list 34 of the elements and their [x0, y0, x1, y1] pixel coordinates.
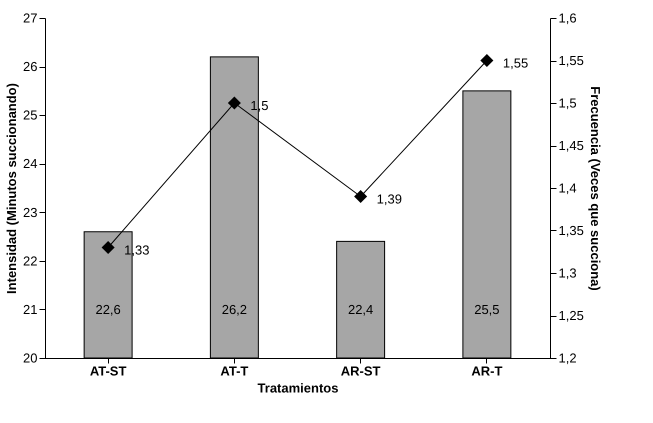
y2-tick-label: 1,4 — [558, 180, 577, 196]
data-label: 25,5 — [474, 302, 500, 317]
x-tick-label: AR-T — [471, 364, 502, 378]
y2-tick-label: 1,55 — [558, 53, 584, 68]
y-tick-label: 24 — [23, 156, 38, 172]
data-label: 1,55 — [502, 56, 528, 70]
y2-tick-label: 1,3 — [558, 266, 577, 280]
x-tick-label: AR-ST — [340, 364, 381, 378]
x-tick-label: AT-T — [220, 364, 248, 378]
data-label: 26,2 — [222, 302, 248, 317]
y-tick-label: 22 — [23, 253, 38, 268]
y2-tick-label: 1,35 — [558, 223, 584, 238]
point — [354, 190, 368, 204]
x-tick-label: AT-ST — [90, 364, 126, 378]
data-label: 22,6 — [95, 302, 121, 317]
point — [102, 240, 115, 254]
y2-tick-label: 1,5 — [558, 96, 577, 110]
y2-tick-label: 1,2 — [558, 350, 577, 366]
y-tick-label: 25 — [23, 108, 38, 123]
y2-tick-label: 1,25 — [558, 308, 584, 323]
point — [228, 96, 241, 110]
y-tick-label: 20 — [23, 350, 38, 366]
data-label: 1,39 — [376, 192, 402, 206]
y-tick-label: 21 — [23, 302, 38, 317]
y-tick-label: 26 — [23, 59, 38, 74]
y-tick-label: 23 — [23, 204, 38, 220]
y-tick-label: 27 — [23, 10, 38, 26]
y2-tick-label: 1,45 — [558, 138, 584, 153]
data-label: 22,4 — [348, 302, 374, 317]
point — [480, 54, 494, 68]
y2-axis-title: Frecuencia (Veces que succiona) — [588, 86, 603, 291]
y-axis-title: Intensidad (Minutos succionando) — [4, 83, 20, 294]
y2-tick-label: 1,6 — [558, 10, 577, 26]
x-axis-title: Tratamientos — [258, 380, 338, 396]
